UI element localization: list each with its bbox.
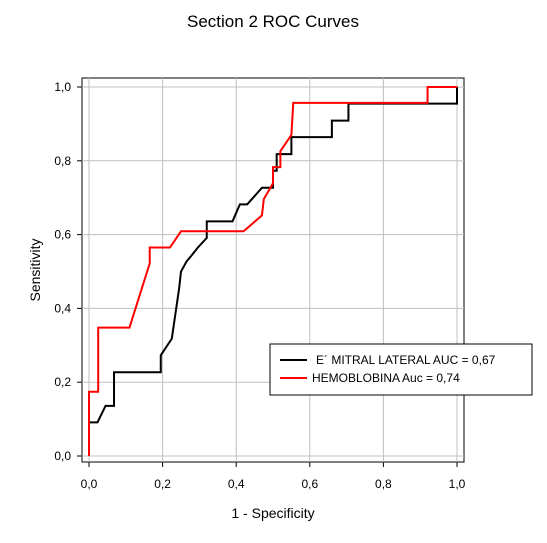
- legend: E´ MITRAL LATERAL AUC = 0,67 HEMOBLOBINA…: [269, 343, 533, 396]
- legend-box: [269, 343, 533, 396]
- grid-layer: [82, 78, 464, 462]
- x-axis-label: 1 - Specificity: [231, 505, 314, 521]
- x-tick-label: 0,6: [301, 477, 318, 491]
- y-tick-label: 0,4: [54, 301, 71, 315]
- x-tick-label: 0,2: [154, 477, 171, 491]
- y-tick-label: 0,0: [54, 449, 71, 463]
- legend-label-series-1: E´ MITRAL LATERAL AUC = 0,67: [316, 353, 496, 367]
- x-tick-label: 0,0: [81, 477, 98, 491]
- legend-label-series-2: HEMOBLOBINA Auc = 0,74: [312, 371, 460, 385]
- y-tick-label: 0,6: [54, 228, 71, 242]
- x-tick-label: 1,0: [449, 477, 466, 491]
- y-tick-label: 1,0: [54, 80, 71, 94]
- x-tick-label: 0,8: [375, 477, 392, 491]
- y-tick-label: 0,8: [54, 154, 71, 168]
- y-tick-label: 0,2: [54, 375, 71, 389]
- roc-curve-series-2: [88, 86, 457, 456]
- y-axis-label: Sensitivity: [27, 238, 43, 301]
- series-layer: [88, 86, 458, 456]
- x-tick-label: 0,4: [228, 477, 245, 491]
- roc-curve-series-1: [88, 87, 458, 456]
- ticks-layer: 0,0 0,2 0,4 0,6 0,8 1,0 0,0 0,2 0,4 0,6 0,8 1,0: [54, 80, 465, 491]
- plot-area: [81, 77, 465, 463]
- chart-title: Section 2 ROC Curves: [187, 12, 359, 31]
